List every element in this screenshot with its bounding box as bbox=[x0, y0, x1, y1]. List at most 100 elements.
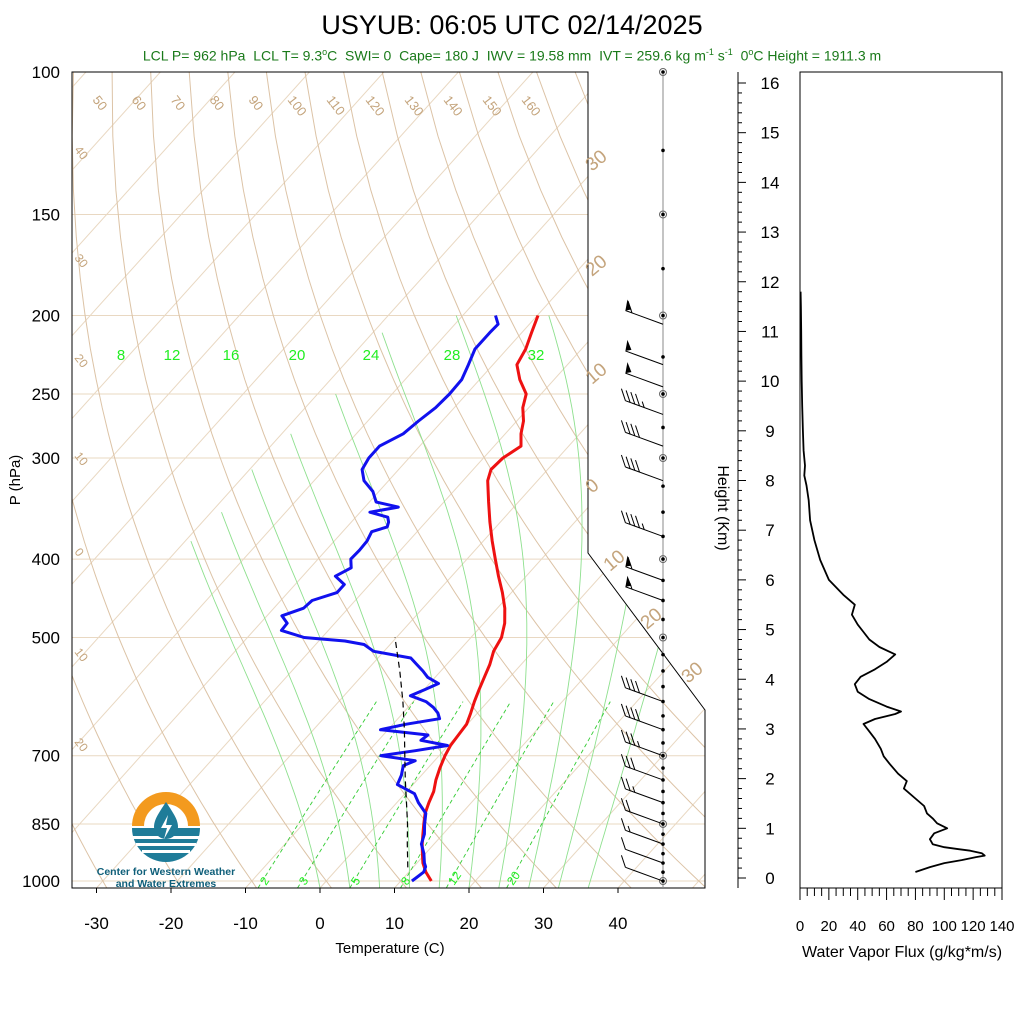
skewt-labels: 50 60 70 80 90 100 110 120 130 140 150 160403020100… bbox=[72, 93, 708, 888]
temperature-tick-label: -30 bbox=[84, 914, 109, 933]
wind-level-dot bbox=[661, 789, 665, 794]
profiles bbox=[279, 314, 540, 883]
wind-barb bbox=[620, 675, 664, 703]
wind-level-dot bbox=[661, 392, 665, 396]
dry-adiabat bbox=[574, 72, 705, 888]
dry-adiabat bbox=[651, 72, 705, 888]
wind-barb-full bbox=[625, 677, 631, 690]
wind-barb-full bbox=[620, 675, 626, 688]
pressure-tick-label: 100 bbox=[32, 63, 60, 82]
moist-adiabat-label: 12 bbox=[164, 347, 181, 364]
ivt-value: IVT = 259.6 kg m bbox=[599, 47, 706, 64]
wind-level-dot bbox=[661, 266, 665, 271]
height-tick-label: 15 bbox=[761, 124, 780, 143]
wind-barb bbox=[620, 818, 664, 845]
wind-barb bbox=[620, 776, 664, 804]
wind-barb-shaft bbox=[625, 566, 664, 581]
isotherm-label-right: 30 bbox=[678, 658, 708, 688]
isotherm-label-right: 0 bbox=[582, 475, 604, 498]
wind-barb-half bbox=[637, 740, 640, 748]
logo-line-1: Center for Western Weather bbox=[96, 866, 236, 878]
dry-adiabat bbox=[768, 72, 1024, 888]
wind-barb-full bbox=[625, 731, 631, 744]
pressure-tick-label: 250 bbox=[32, 385, 60, 404]
wind-level-ring bbox=[659, 877, 667, 886]
iwv-value: IWV = 19.58 mm bbox=[486, 47, 592, 64]
dry-adiabat-label: 70 bbox=[168, 93, 189, 114]
wind-barb-half bbox=[627, 825, 631, 833]
moist-adiabat-label: 8 bbox=[117, 347, 125, 364]
dry-adiabat-label: 140 bbox=[441, 93, 466, 119]
skewt-grid bbox=[72, 72, 1024, 888]
height-tick-label: 7 bbox=[765, 521, 774, 540]
wind-barb-shaft bbox=[625, 829, 664, 845]
height-tick-label: 14 bbox=[761, 173, 780, 192]
moist-adiabat bbox=[587, 315, 705, 888]
dry-adiabat-label: 90 bbox=[246, 93, 267, 114]
wind-level-dot bbox=[661, 148, 665, 153]
wind-barb-full bbox=[620, 454, 626, 468]
wind-barb-full bbox=[620, 855, 626, 868]
page-title: USYUB: 06:05 UTC 02/14/2025 bbox=[321, 10, 703, 40]
temperature-profile bbox=[420, 314, 540, 882]
height-tick-label: 2 bbox=[765, 770, 774, 789]
wind-barb-shaft bbox=[625, 741, 664, 757]
wind-barb-shaft bbox=[625, 788, 664, 804]
parcel-profile bbox=[394, 637, 409, 868]
dry-adiabat bbox=[304, 72, 705, 888]
wind-barb bbox=[625, 575, 664, 601]
height-tick-label: 16 bbox=[761, 74, 780, 93]
logo-line-2: and Water Extremes bbox=[115, 878, 217, 890]
isotherm bbox=[72, 72, 534, 888]
dry-adiabat-label: 120 bbox=[363, 93, 388, 119]
temperature-axis-title: Temperature (C) bbox=[335, 940, 444, 957]
wind-level-ring bbox=[659, 555, 667, 564]
height-tick-label: 6 bbox=[765, 571, 774, 590]
pressure-tick-label: 700 bbox=[32, 747, 60, 766]
wind-barb-half bbox=[629, 583, 633, 590]
isotherm bbox=[543, 72, 705, 888]
wind-barb-full bbox=[625, 512, 631, 525]
height-tick-label: 9 bbox=[765, 422, 774, 441]
wind-level-ring bbox=[659, 633, 667, 642]
mixing-ratio-label: 5 bbox=[348, 874, 363, 888]
wind-level-dot bbox=[661, 741, 665, 745]
wind-barb-shaft bbox=[625, 866, 664, 882]
wind-barb-full bbox=[627, 556, 633, 570]
wind-barb-shaft bbox=[625, 765, 664, 781]
isotherm-label-left: 10 bbox=[72, 449, 91, 468]
wind-level-dot bbox=[661, 313, 665, 318]
dry-adiabat bbox=[72, 72, 332, 888]
wind-barb bbox=[620, 837, 664, 864]
moist-adiabat bbox=[528, 315, 583, 888]
wind-level-dot bbox=[661, 669, 665, 673]
moist-adiabat bbox=[290, 433, 410, 888]
wind-level-ring bbox=[659, 210, 667, 219]
wind-barb-shaft bbox=[625, 350, 664, 366]
dry-adiabat-label: 50 bbox=[90, 93, 111, 114]
wind-barb-shaft bbox=[625, 431, 664, 447]
mixing-ratio-line bbox=[506, 701, 611, 888]
wind-level-dot bbox=[661, 851, 665, 856]
height-tick-label: 12 bbox=[761, 273, 780, 292]
temperature-tick-label: 40 bbox=[609, 914, 628, 933]
moist-adiabat-label: 20 bbox=[289, 347, 306, 364]
wind-level-dot bbox=[661, 617, 665, 622]
wind-barb-shaft bbox=[625, 310, 664, 325]
moist-adiabat bbox=[190, 540, 321, 888]
wind-level-dot bbox=[661, 766, 665, 770]
wind-barb-full bbox=[630, 679, 636, 692]
isotherm bbox=[767, 72, 1024, 888]
wind-barb-full bbox=[620, 818, 626, 831]
height-tick-label: 3 bbox=[765, 720, 774, 739]
dry-adiabat-label: 150 bbox=[480, 93, 505, 119]
mixing-ratio-label: 3 bbox=[296, 874, 311, 888]
pressure-tick-label: 500 bbox=[32, 628, 60, 647]
wind-level-dot bbox=[661, 456, 665, 460]
wind-barb bbox=[625, 299, 664, 325]
lcl-pressure: LCL P= 962 hPa bbox=[142, 47, 246, 64]
temperature-tick-label: 0 bbox=[315, 914, 324, 933]
wind-level-dot bbox=[661, 832, 665, 836]
temperature-tick-label: -10 bbox=[233, 914, 258, 933]
